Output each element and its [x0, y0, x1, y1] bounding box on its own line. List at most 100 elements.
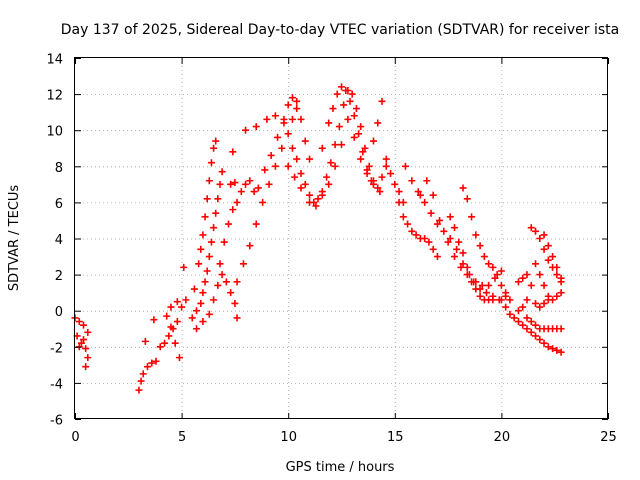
- points-layer: [71, 83, 565, 394]
- data-point-marker: [141, 337, 149, 345]
- data-point-marker: [231, 299, 239, 307]
- data-point-marker: [472, 231, 480, 239]
- data-point-marker: [523, 296, 531, 304]
- data-point-marker: [212, 209, 220, 217]
- data-point-marker: [450, 224, 458, 232]
- data-point-marker: [421, 235, 429, 242]
- data-point-marker: [331, 141, 339, 149]
- data-point-marker: [374, 119, 382, 127]
- data-point-marker: [331, 162, 339, 170]
- data-point-marker: [338, 141, 345, 149]
- data-point-marker: [540, 281, 548, 289]
- y-tick-label: 14: [46, 53, 63, 68]
- data-point-marker: [288, 94, 296, 102]
- data-point-marker: [227, 289, 235, 297]
- data-point-marker: [165, 332, 173, 340]
- data-point-marker: [540, 339, 548, 347]
- data-point-marker: [459, 249, 467, 257]
- data-point-marker: [463, 271, 471, 279]
- data-point-marker: [532, 321, 540, 329]
- data-point-marker: [478, 281, 486, 289]
- data-point-marker: [306, 198, 314, 206]
- data-point-marker: [301, 137, 309, 145]
- data-point-marker: [137, 377, 145, 385]
- data-point-marker: [199, 318, 207, 326]
- data-point-marker: [284, 101, 292, 109]
- data-point-marker: [527, 224, 535, 232]
- x-tick-label: 5: [178, 430, 186, 445]
- data-point-marker: [365, 162, 373, 170]
- data-point-marker: [197, 245, 205, 253]
- data-point-marker: [514, 278, 522, 286]
- data-point-marker: [205, 253, 213, 261]
- grid-layer: [75, 58, 608, 419]
- data-point-marker: [80, 336, 88, 344]
- data-point-marker: [263, 115, 271, 123]
- data-point-marker: [197, 299, 205, 307]
- data-point-marker: [301, 180, 309, 188]
- data-point-marker: [293, 105, 301, 113]
- data-point-marker: [182, 296, 190, 304]
- data-point-marker: [497, 267, 505, 275]
- data-point-marker: [446, 213, 454, 221]
- data-point-marker: [233, 198, 241, 206]
- data-point-marker: [382, 162, 390, 170]
- data-point-marker: [135, 386, 143, 394]
- data-point-marker: [293, 97, 301, 105]
- data-point-marker: [425, 238, 433, 246]
- data-point-marker: [199, 289, 207, 297]
- data-point-marker: [489, 296, 497, 304]
- data-point-marker: [227, 180, 235, 188]
- data-point-marker: [193, 325, 201, 333]
- data-point-marker: [523, 271, 531, 279]
- data-point-marker: [540, 245, 548, 253]
- data-point-marker: [457, 263, 465, 271]
- data-point-marker: [395, 188, 403, 196]
- data-point-marker: [527, 328, 535, 336]
- data-point-marker: [549, 345, 557, 353]
- plot-frame: [74, 57, 608, 419]
- data-point-marker: [436, 216, 444, 224]
- data-point-marker: [523, 325, 531, 333]
- data-point-marker: [274, 133, 282, 141]
- data-point-marker: [210, 296, 218, 304]
- data-point-marker: [536, 336, 544, 344]
- data-point-marker: [284, 130, 292, 138]
- data-point-marker: [340, 101, 348, 109]
- data-point-marker: [84, 328, 92, 336]
- data-point-marker: [259, 198, 267, 206]
- data-point-marker: [455, 238, 463, 246]
- data-point-marker: [497, 281, 505, 289]
- data-point-marker: [374, 184, 382, 192]
- data-point-marker: [414, 188, 422, 196]
- data-point-marker: [408, 227, 416, 235]
- data-point-marker: [143, 363, 151, 371]
- data-point-marker: [150, 316, 158, 324]
- data-point-marker: [416, 191, 424, 199]
- data-point-marker: [246, 177, 254, 185]
- y-axis-label: SDTVAR / TECUs: [7, 185, 22, 292]
- data-point-marker: [429, 191, 437, 199]
- data-point-marker: [382, 155, 390, 163]
- y-tick-label: 6: [55, 197, 63, 212]
- data-point-marker: [329, 105, 337, 113]
- data-point-marker: [161, 339, 169, 347]
- data-point-marker: [557, 289, 565, 297]
- data-point-marker: [421, 198, 429, 206]
- data-point-marker: [167, 303, 175, 311]
- data-point-marker: [338, 83, 345, 91]
- data-point-marker: [203, 267, 211, 275]
- data-point-marker: [489, 263, 497, 271]
- data-point-marker: [376, 188, 384, 196]
- data-point-marker: [408, 177, 416, 185]
- data-point-marker: [468, 278, 476, 286]
- data-point-marker: [459, 260, 467, 268]
- data-point-marker: [288, 115, 296, 123]
- data-point-marker: [463, 195, 471, 203]
- data-point-marker: [401, 162, 409, 170]
- data-point-marker: [284, 162, 292, 170]
- data-point-marker: [280, 119, 288, 127]
- chart-title: Day 137 of 2025, Sidereal Day-to-day VTE…: [61, 22, 619, 38]
